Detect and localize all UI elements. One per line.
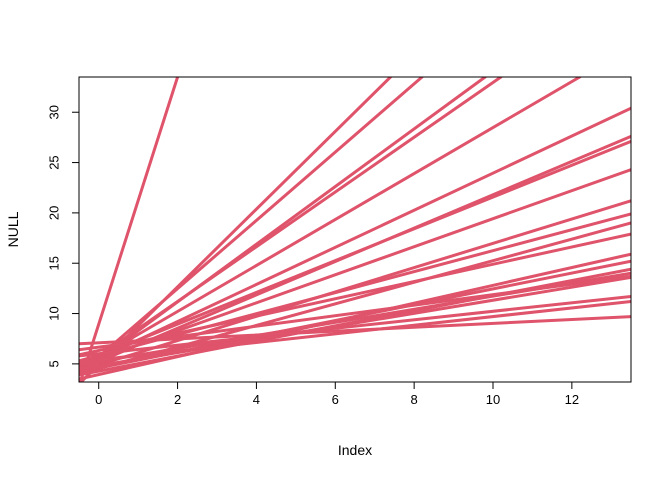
series-line-19	[79, 275, 631, 371]
series-line-7	[79, 106, 631, 370]
x-tick-label: 2	[174, 392, 181, 407]
y-tick-label: 10	[46, 306, 61, 320]
y-tick-label: 20	[46, 206, 61, 220]
series-line-6	[79, 77, 582, 371]
series-line-20	[79, 274, 631, 352]
x-tick-label: 8	[411, 392, 418, 407]
series-line-9	[79, 139, 631, 366]
x-tick-label: 4	[253, 392, 260, 407]
x-tick-label: 10	[486, 392, 500, 407]
series-line-14	[79, 232, 631, 357]
series-line-1	[79, 77, 180, 382]
x-tick-label: 6	[332, 392, 339, 407]
series-line-3	[79, 77, 424, 376]
x-tick-label: 12	[565, 392, 579, 407]
series-lines	[79, 77, 631, 382]
series-line-23	[79, 315, 631, 346]
y-tick-label: 5	[46, 360, 61, 367]
y-axis: 5 10 15 20 25 30	[46, 105, 80, 367]
series-line-5	[79, 77, 503, 372]
series-line-21	[79, 294, 631, 358]
y-axis-title: NULL	[5, 211, 21, 247]
y-tick-label: 30	[46, 105, 61, 119]
y-tick-label: 25	[46, 155, 61, 169]
x-axis: 0 2 4 6 8 10 12	[95, 381, 579, 407]
series-line-22	[79, 299, 631, 364]
y-tick-label: 15	[46, 256, 61, 270]
x-tick-label: 0	[95, 392, 102, 407]
x-axis-title: Index	[338, 442, 372, 458]
